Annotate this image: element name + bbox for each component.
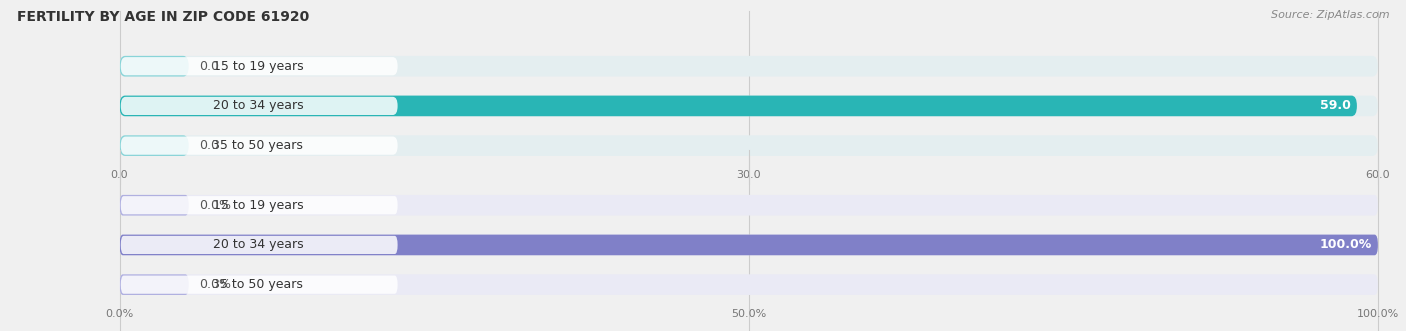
FancyBboxPatch shape <box>120 56 1378 76</box>
Text: Source: ZipAtlas.com: Source: ZipAtlas.com <box>1271 10 1389 20</box>
FancyBboxPatch shape <box>120 96 1378 116</box>
FancyBboxPatch shape <box>121 196 398 214</box>
Text: 0.0%: 0.0% <box>198 199 231 212</box>
Text: 35 to 50 years: 35 to 50 years <box>212 278 304 291</box>
Text: 35 to 50 years: 35 to 50 years <box>212 139 304 152</box>
Text: 20 to 34 years: 20 to 34 years <box>212 99 304 113</box>
Text: 0.0: 0.0 <box>198 139 219 152</box>
FancyBboxPatch shape <box>121 97 398 115</box>
FancyBboxPatch shape <box>120 96 1357 116</box>
Text: 20 to 34 years: 20 to 34 years <box>212 238 304 252</box>
Text: 0.0: 0.0 <box>198 60 219 73</box>
FancyBboxPatch shape <box>120 235 1378 255</box>
FancyBboxPatch shape <box>121 57 398 75</box>
FancyBboxPatch shape <box>120 274 1378 295</box>
FancyBboxPatch shape <box>120 195 1378 215</box>
Text: FERTILITY BY AGE IN ZIP CODE 61920: FERTILITY BY AGE IN ZIP CODE 61920 <box>17 10 309 24</box>
FancyBboxPatch shape <box>121 236 398 254</box>
FancyBboxPatch shape <box>120 135 1378 156</box>
FancyBboxPatch shape <box>120 56 188 76</box>
FancyBboxPatch shape <box>121 276 398 294</box>
Text: 15 to 19 years: 15 to 19 years <box>212 199 304 212</box>
FancyBboxPatch shape <box>121 137 398 155</box>
Text: 59.0: 59.0 <box>1320 99 1351 113</box>
Text: 0.0%: 0.0% <box>198 278 231 291</box>
FancyBboxPatch shape <box>120 135 188 156</box>
FancyBboxPatch shape <box>120 235 1378 255</box>
FancyBboxPatch shape <box>120 274 188 295</box>
Text: 15 to 19 years: 15 to 19 years <box>212 60 304 73</box>
FancyBboxPatch shape <box>120 195 188 215</box>
Text: 100.0%: 100.0% <box>1319 238 1372 252</box>
